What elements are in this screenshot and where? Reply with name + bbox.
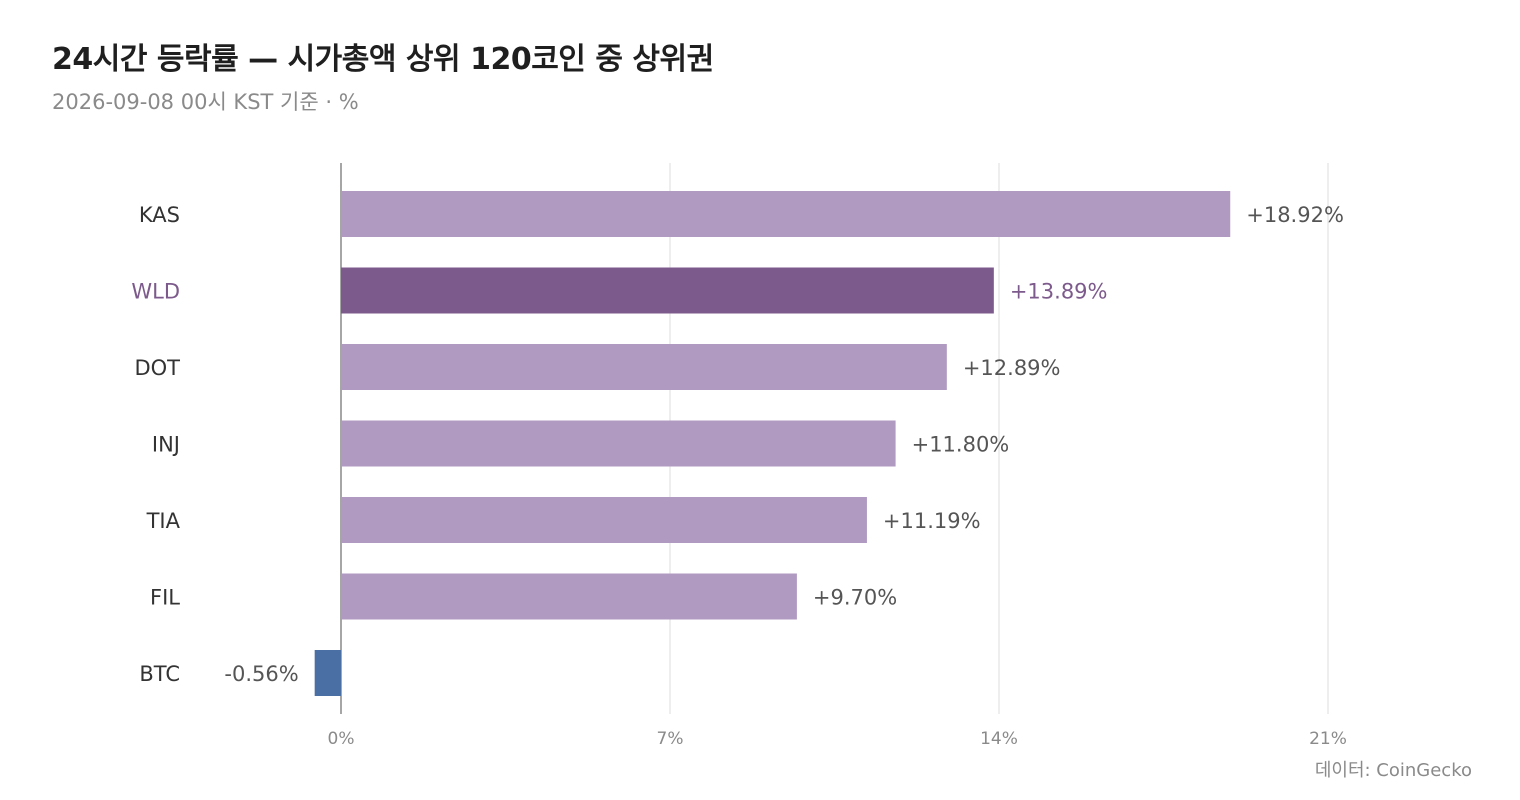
category-label-dot: DOT — [134, 356, 180, 380]
category-label-tia: TIA — [146, 509, 181, 533]
category-label-btc: BTC — [139, 662, 180, 686]
chart-source: 데이터: CoinGecko — [1314, 760, 1472, 781]
x-tick-label: 21% — [1309, 729, 1347, 749]
bar-fil — [341, 573, 797, 620]
bar-tia — [341, 497, 867, 543]
category-label-kas: KAS — [139, 203, 180, 227]
x-tick-label: 14% — [980, 729, 1018, 749]
category-label-wld: WLD — [131, 280, 180, 304]
value-label-fil: +9.70% — [813, 586, 897, 610]
bar-btc — [314, 650, 341, 696]
bar-kas — [341, 191, 1231, 237]
labels: 0% 7% 14% 21% KAS +18.92% WLD +13.89% DOT +12.89%… — [131, 203, 1347, 749]
bar-dot — [341, 344, 947, 390]
value-label-btc: -0.56% — [224, 662, 298, 686]
x-tick-label: 7% — [657, 729, 684, 749]
value-label-tia: +11.19% — [883, 509, 981, 533]
category-label-inj: INJ — [152, 433, 180, 457]
value-label-inj: +11.80% — [912, 433, 1010, 457]
value-label-dot: +12.89% — [963, 356, 1061, 380]
x-tick-label: 0% — [328, 729, 355, 749]
chart-subtitle: 2026-09-08 00시 KST 기준 · % — [52, 90, 359, 114]
category-label-fil: FIL — [150, 586, 180, 610]
bars — [314, 191, 1231, 696]
value-label-kas: +18.92% — [1246, 203, 1344, 227]
bar-wld — [341, 267, 994, 314]
chart-title: 24시간 등락률 — 시가총액 상위 120코인 중 상위권 — [52, 42, 714, 77]
value-label-wld: +13.89% — [1010, 280, 1108, 304]
bar-inj — [341, 420, 896, 467]
